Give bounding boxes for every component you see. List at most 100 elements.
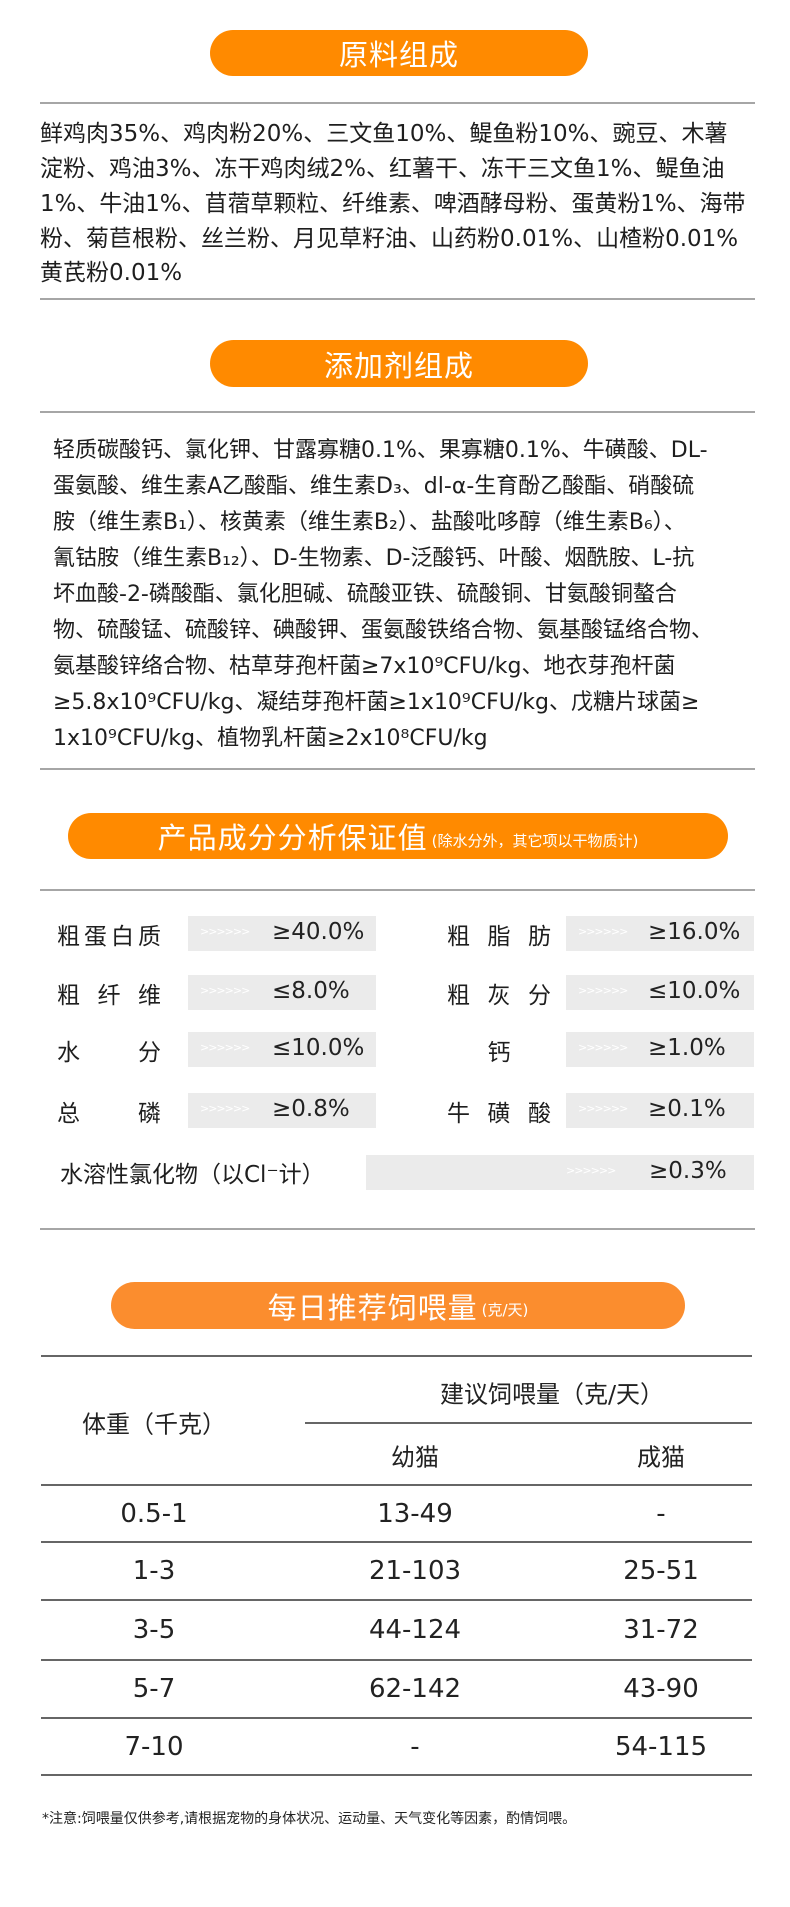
additives-header: 添加剂组成	[210, 340, 588, 387]
table-cell: 7-10	[124, 1731, 184, 1762]
analysis-value: ≥0.3%	[649, 1158, 727, 1184]
feeding-header: 每日推荐饲喂量 (克/天)	[111, 1282, 685, 1329]
label-char: 粗	[447, 924, 470, 950]
feeding-subtitle: (克/天)	[481, 1301, 529, 1319]
analysis-value: ≤8.0%	[272, 978, 350, 1004]
analysis-subtitle: (除水分外，其它项以干物质计)	[431, 831, 639, 850]
text-line: 鲜鸡肉35%、鸡肉粉20%、三文鱼10%、鳀鱼粉10%、豌豆、木薯	[40, 121, 728, 147]
table-rule	[305, 1422, 752, 1424]
divider	[40, 768, 755, 770]
header-amount: 建议饲喂量（克/天）	[439, 1380, 665, 1409]
header-kitten: 幼猫	[391, 1443, 439, 1472]
label-char: 脂	[487, 924, 511, 950]
text-line: 1x10⁹CFU/kg、植物乳杆菌≥2x10⁸CFU/kg	[53, 726, 488, 751]
arrows-icon: >>>>>>	[200, 925, 250, 938]
table-cell: 21-103	[368, 1556, 462, 1586]
table-cell: 5-7	[132, 1674, 176, 1704]
text-line: 粉、菊苣根粉、丝兰粉、月见草籽油、山药粉0.01%、山楂粉0.01%	[40, 226, 739, 252]
header-adult: 成猫	[637, 1443, 685, 1472]
text-line: 胺（维生素B₁）、核黄素（维生素B₂）、盐酸吡哆醇（维生素B₆）、	[53, 510, 686, 535]
analysis-value: ≥1.0%	[648, 1035, 726, 1061]
divider	[40, 102, 755, 104]
arrows-icon: >>>>>>	[200, 984, 250, 997]
label-char: 总	[57, 1101, 80, 1127]
divider	[40, 298, 755, 300]
label-char: 磺	[487, 1101, 511, 1127]
table-cell: 54-115	[614, 1731, 708, 1762]
analysis-value-box: >>>>>> ≤10.0%	[566, 975, 754, 1010]
additives-title: 添加剂组成	[323, 348, 474, 383]
text-line: 氰钴胺（维生素B₁₂）、D-生物素、D-泛酸钙、叶酸、烟酰胺、L-抗	[53, 546, 695, 571]
ingredients-header: 原料组成	[210, 30, 588, 76]
text-line: 蛋氨酸、维生素A乙酸酯、维生素D₃、dl-α-生育酚乙酸酯、硝酸硫	[53, 474, 695, 499]
analysis-label: 粗纤维	[57, 975, 161, 1011]
analysis-value-box: >>>>>> ≥1.0%	[566, 1032, 754, 1067]
divider	[40, 889, 755, 891]
text-line: ≥5.8x10⁹CFU/kg、凝结芽孢杆菌≥1x10⁹CFU/kg、戊糖片球菌≥	[53, 690, 700, 715]
analysis-value: ≥0.1%	[648, 1096, 726, 1122]
arrows-icon: >>>>>>	[566, 1164, 616, 1177]
analysis-value-box: >>>>>> ≥0.1%	[566, 1093, 754, 1128]
analysis-value-box: >>>>>> ≤8.0%	[188, 975, 376, 1010]
text-line: 物、硫酸锰、硫酸锌、碘酸钾、蛋氨酸铁络合物、氨基酸锰络合物、	[53, 618, 714, 643]
table-rule	[41, 1659, 752, 1661]
table-cell: -	[656, 1498, 666, 1529]
text-line: 淀粉、鸡油3%、冻干鸡肉绒2%、红薯干、冻干三文鱼1%、鳀鱼油	[40, 156, 725, 182]
label-char: 牛	[447, 1101, 470, 1127]
label-char: 蛋	[84, 924, 107, 950]
arrows-icon: >>>>>>	[578, 925, 628, 938]
divider	[40, 1228, 755, 1230]
table-cell: -	[410, 1731, 420, 1762]
table-cell: 44-124	[368, 1615, 462, 1645]
label-char: 粗	[447, 983, 470, 1009]
analysis-label: 钙	[447, 1032, 551, 1068]
table-rule	[41, 1541, 752, 1543]
arrows-icon: >>>>>>	[578, 1102, 628, 1115]
analysis-value: ≥40.0%	[272, 919, 365, 945]
label-char: 灰	[487, 983, 511, 1009]
analysis-value: ≤10.0%	[272, 1035, 365, 1061]
analysis-label: 粗蛋白质	[57, 916, 161, 952]
analysis-value-box: >>>>>> ≥16.0%	[566, 916, 754, 951]
table-cell: 13-49	[377, 1498, 453, 1529]
label-char: 钙	[487, 1040, 511, 1066]
arrows-icon: >>>>>>	[578, 1041, 628, 1054]
table-cell: 31-72	[623, 1615, 699, 1645]
feeding-title: 每日推荐饲喂量	[267, 1290, 478, 1325]
analysis-value-box: >>>>>> ≥40.0%	[188, 916, 376, 951]
label-char: 水	[57, 1040, 80, 1066]
label-char: 粗	[57, 983, 80, 1009]
label-char: 质	[138, 924, 161, 950]
table-rule	[41, 1774, 752, 1776]
table-cell: 0.5-1	[120, 1498, 188, 1529]
header-weight: 体重（千克）	[82, 1410, 226, 1439]
analysis-value: ≤10.0%	[648, 978, 741, 1004]
analysis-label: 粗脂肪	[447, 916, 551, 952]
text-line: 坏血酸-2-磷酸酯、氯化胆碱、硫酸亚铁、硫酸铜、甘氨酸铜螯合	[53, 582, 677, 607]
label-char: 酸	[528, 1101, 551, 1127]
text-line: 氨基酸锌络合物、枯草芽孢杆菌≥7x10⁹CFU/kg、地衣芽孢杆菌	[53, 654, 676, 679]
arrows-icon: >>>>>>	[200, 1102, 250, 1115]
divider	[40, 411, 755, 413]
label-char: 粗	[57, 924, 80, 950]
table-cell: 3-5	[132, 1615, 176, 1645]
analysis-label-chloride: 水溶性氯化物（以Cl⁻计）	[60, 1162, 325, 1188]
analysis-value-box: >>>>>> ≥0.3%	[366, 1155, 754, 1190]
ingredients-title: 原料组成	[338, 38, 459, 72]
table-cell: 25-51	[623, 1556, 699, 1586]
analysis-label: 粗灰分	[447, 975, 551, 1011]
analysis-value: ≥0.8%	[272, 1096, 350, 1122]
label-char: 白	[111, 924, 134, 950]
analysis-value: ≥16.0%	[648, 919, 741, 945]
label-char: 肪	[528, 924, 551, 950]
arrows-icon: >>>>>>	[200, 1041, 250, 1054]
label-char: 纤	[97, 983, 121, 1009]
text-line: 黄芪粉0.01%	[40, 260, 183, 286]
analysis-label: 水分	[57, 1032, 161, 1068]
table-rule	[41, 1599, 752, 1601]
table-rule	[41, 1355, 752, 1357]
label-char: 分	[138, 1040, 161, 1066]
table-cell: 43-90	[623, 1674, 699, 1704]
table-rule	[41, 1717, 752, 1719]
text-line: 1%、牛油1%、苜蓿草颗粒、纤维素、啤酒酵母粉、蛋黄粉1%、海带	[40, 191, 746, 217]
